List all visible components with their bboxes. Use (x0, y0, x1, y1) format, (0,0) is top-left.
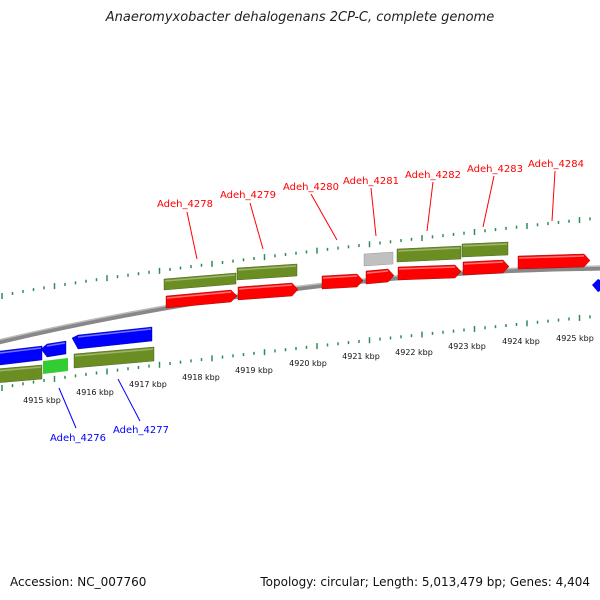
gene-arrow-adeh-4284 (517, 253, 591, 270)
label-leaders (58, 170, 556, 429)
gene-arrow-adeh-4279-shine (238, 284, 293, 290)
gene-label-adeh-4278: Adeh_4278 (157, 199, 213, 210)
gene-arrow-adeh-4281-shine (366, 270, 389, 274)
gene-arrow-adeh-4280 (321, 273, 364, 290)
gene-arrow-adeh-4283 (462, 259, 510, 276)
backbone-line (0, 265, 600, 345)
gene-arrow-adeh-4277 (71, 326, 153, 350)
gene-label-adeh-4279: Adeh_4279 (220, 190, 276, 201)
misc-feature-grey (363, 251, 394, 267)
gene-arrow-adeh-4282-shine (398, 266, 456, 270)
gene-arrow-adeh-4283-shine (463, 261, 504, 265)
gene-label-adeh-4276: Adeh_4276 (50, 433, 106, 444)
kbp-label: 4922 kbp (395, 348, 433, 357)
cds-highlight-adeh-4276 (43, 358, 68, 374)
leader-line (426, 181, 434, 232)
leader-line (370, 187, 377, 237)
cds-bar-adeh-4283 (461, 241, 509, 258)
topology-summary: Topology: circular; Length: 5,013,479 bp… (260, 575, 590, 589)
kbp-label: 4916 kbp (76, 388, 114, 397)
gene-arrow-adeh-4280-shine (322, 275, 358, 279)
inner-tick-track (1, 314, 591, 391)
gene-label-adeh-4281: Adeh_4281 (343, 176, 399, 187)
kbp-label: 4921 kbp (342, 352, 380, 361)
gene-arrow-reverse-partial (0, 345, 43, 366)
leader-line (551, 170, 556, 222)
kbp-label: 4919 kbp (235, 366, 273, 375)
cds-bar-adeh-4278 (163, 272, 237, 291)
gene-arrow-adeh-4276-shine (46, 342, 66, 347)
gene-label-adeh-4284: Adeh_4284 (528, 159, 584, 170)
gene-arrow-adeh-4281 (365, 268, 395, 285)
gene-label-adeh-4283: Adeh_4283 (467, 164, 523, 175)
gene-arrow-adeh-4278 (165, 289, 238, 309)
kbp-label: 4915 kbp (23, 396, 61, 405)
kbp-label: 4924 kbp (502, 337, 540, 346)
leader-line (249, 202, 264, 250)
kbp-label: 4920 kbp (289, 359, 327, 368)
gene-label-adeh-4280: Adeh_4280 (283, 182, 339, 193)
gene-label-adeh-4282: Adeh_4282 (405, 170, 461, 181)
kbp-label: 4917 kbp (129, 380, 167, 389)
gene-arrow-adeh-4284-shine (518, 255, 585, 259)
leader-line (482, 175, 495, 228)
gene-arrow-adeh-4279 (237, 282, 299, 301)
cds-bar-adeh-4283-shine (462, 243, 508, 247)
cds-bar-adeh-4279 (236, 263, 298, 281)
gene-arrow-reverse-partial-shine (0, 347, 42, 354)
gene-arrow-adeh-4278-shine (166, 291, 232, 299)
feature-track (0, 241, 600, 383)
backbone-highlight (0, 265, 600, 341)
leader-line (58, 387, 77, 429)
cds-bar-adeh-4282 (396, 245, 462, 263)
gene-arrow-adeh-4276 (40, 340, 67, 358)
gene-arrow-adeh-4277-shine (77, 328, 152, 338)
kbp-labels: 4915 kbp 4916 kbp 4917 kbp 4918 kbp 4919 kbp… (23, 334, 594, 405)
cds-bar-adeh-4279-shine (237, 265, 297, 271)
leader-line (310, 193, 338, 241)
cds-bar-adeh-4277-shine (74, 348, 154, 357)
cds-bar-reverse-partial-shine (0, 366, 42, 372)
gene-labels: Adeh_4278 Adeh_4279 Adeh_4280 Adeh_4281 Adeh… (50, 159, 584, 444)
leader-line (117, 378, 141, 422)
cds-bar-adeh-4278-shine (164, 274, 236, 282)
cds-bar-adeh-4282-shine (397, 247, 461, 252)
kbp-label: 4923 kbp (448, 342, 486, 351)
kbp-label: 4925 kbp (556, 334, 594, 343)
gene-label-adeh-4277: Adeh_4277 (113, 425, 169, 436)
kbp-label: 4918 kbp (182, 373, 220, 382)
leader-line (186, 211, 198, 260)
cds-bar-reverse-partial (0, 364, 43, 383)
accession-text: Accession: NC_007760 (10, 575, 147, 589)
outer-tick-track (1, 217, 591, 299)
cds-bar-adeh-4277 (73, 346, 155, 369)
gene-arrow-reverse-edge (592, 279, 600, 292)
gene-arrow-adeh-4282 (397, 264, 462, 281)
genome-title: Anaeromyxobacter dehalogenans 2CP-C, com… (105, 10, 495, 25)
